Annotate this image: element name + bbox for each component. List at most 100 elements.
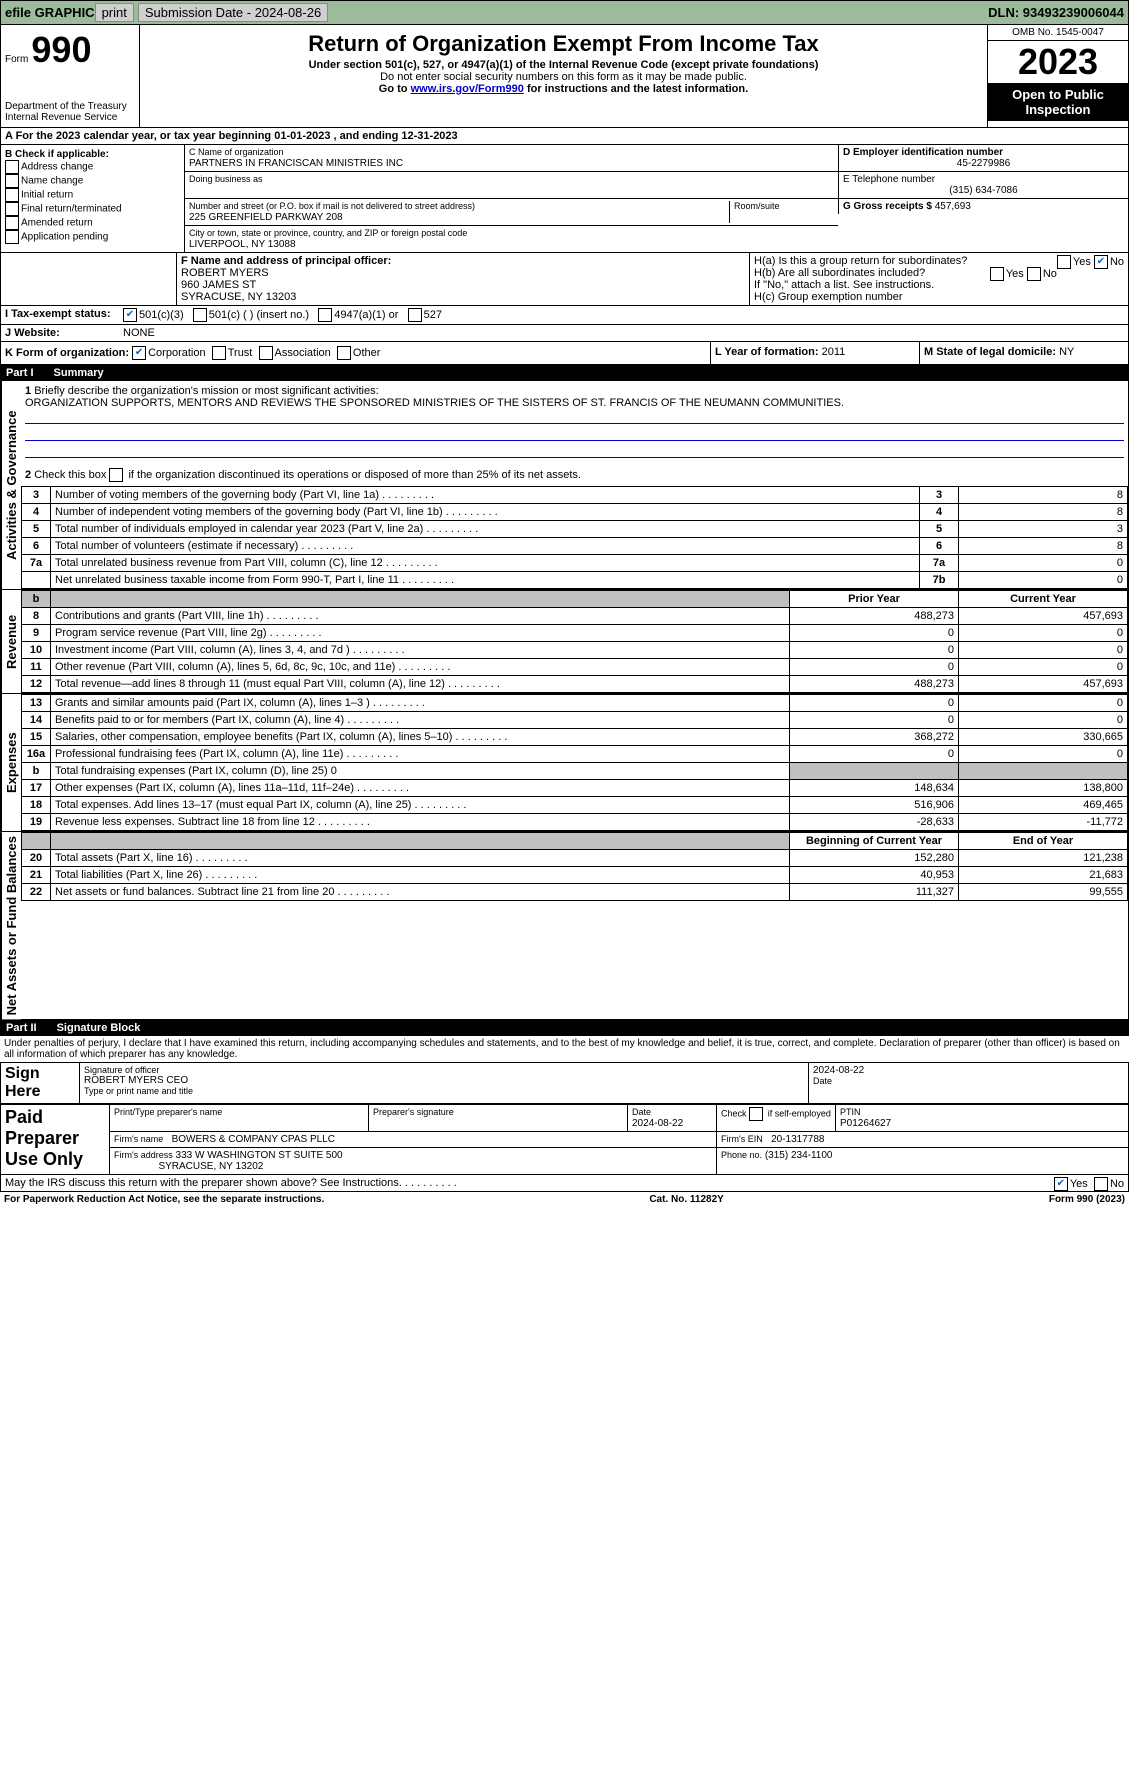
table-row: 3Number of voting members of the governi… [22, 487, 1128, 504]
opt-501c3: 501(c)(3) [139, 309, 184, 321]
opt-name-change: Name change [21, 176, 83, 187]
net-assets-table: Beginning of Current Year End of Year 20… [21, 832, 1128, 901]
table-row: 9Program service revenue (Part VIII, lin… [22, 625, 1128, 642]
tax-year: 2023 [988, 41, 1128, 83]
checkbox-discuss-yes[interactable] [1054, 1177, 1068, 1191]
checkbox-self-employed[interactable] [749, 1107, 763, 1121]
checkbox-amended-return[interactable] [5, 216, 19, 230]
opt-amended-return: Amended return [21, 218, 93, 229]
line-a-mid: , and ending [334, 130, 402, 142]
firm-addr-2: SYRACUSE, NY 13202 [158, 1161, 263, 1172]
officer-city: SYRACUSE, NY 13203 [181, 291, 296, 303]
footer-form-ref: Form 990 (2023) [1049, 1194, 1125, 1205]
checkbox-ha-yes[interactable] [1057, 255, 1071, 269]
checkbox-hb-yes[interactable] [990, 267, 1004, 281]
line-a: A For the 2023 calendar year, or tax yea… [0, 128, 1129, 145]
form-org-label: K Form of organization: [5, 347, 129, 359]
checkbox-other[interactable] [337, 346, 351, 360]
type-name-label: Type or print name and title [84, 1086, 804, 1096]
checkbox-527[interactable] [408, 308, 422, 322]
ha-yes: Yes [1073, 256, 1091, 268]
discuss-row: May the IRS discuss this return with the… [0, 1175, 1129, 1192]
ptin-label: PTIN [840, 1107, 861, 1117]
expenses-table: 13Grants and similar amounts paid (Part … [21, 694, 1128, 831]
checkbox-corp[interactable] [132, 346, 146, 360]
checkbox-name-change[interactable] [5, 174, 19, 188]
street-value: 225 GREENFIELD PARKWAY 208 [189, 212, 343, 223]
table-row: 10Investment income (Part VIII, column (… [22, 642, 1128, 659]
tax-year-begin: 01-01-2023 [274, 130, 330, 142]
checkbox-discontinued[interactable] [109, 468, 123, 482]
submission-date-button[interactable]: Submission Date - 2024-08-26 [138, 3, 328, 22]
dln-label: DLN: 93493239006044 [988, 5, 1124, 20]
sig-date-1: 2024-08-22 [813, 1065, 1124, 1076]
footer-left: For Paperwork Reduction Act Notice, see … [4, 1194, 324, 1205]
prep-phone-label: Phone no. [721, 1150, 762, 1160]
box-b-title: B Check if applicable: [5, 149, 109, 160]
checkbox-discuss-no[interactable] [1094, 1177, 1108, 1191]
street-label: Number and street (or P.O. box if mail i… [189, 201, 475, 211]
firm-name-label: Firm's name [114, 1134, 163, 1144]
open-inspection: Open to Public Inspection [988, 83, 1128, 121]
checkbox-application-pending[interactable] [5, 230, 19, 244]
opt-final-return: Final return/terminated [21, 204, 122, 215]
ein-label: D Employer identification number [843, 147, 1003, 158]
table-row: 6Total number of volunteers (estimate if… [22, 538, 1128, 555]
prep-phone-value: (315) 234-1100 [765, 1150, 833, 1161]
part-1-label: Part I [6, 367, 34, 379]
tax-exempt-label: I Tax-exempt status: [5, 308, 111, 320]
boxes-klm: K Form of organization: Corporation Trus… [0, 342, 1129, 365]
omb-number: OMB No. 1545-0047 [988, 25, 1128, 41]
box-c: C Name of organization PARTNERS IN FRANC… [185, 145, 838, 252]
discuss-yes: Yes [1070, 1178, 1088, 1190]
declaration-text: Under penalties of perjury, I declare th… [0, 1036, 1129, 1062]
website-label: J Website: [5, 327, 60, 339]
checkbox-trust[interactable] [212, 346, 226, 360]
checkbox-final-return[interactable] [5, 202, 19, 216]
tax-year-end: 12-31-2023 [401, 130, 457, 142]
side-revenue: Revenue [1, 590, 21, 693]
org-name-label: C Name of organization [189, 147, 284, 157]
gross-receipts-label: G Gross receipts $ [843, 201, 932, 212]
part-2-header: Part II Signature Block [0, 1020, 1129, 1036]
discuss-no: No [1110, 1178, 1124, 1190]
ptin-value: P01264627 [840, 1118, 891, 1129]
date-label-1: Date [813, 1076, 1124, 1086]
table-row: Net unrelated business taxable income fr… [22, 572, 1128, 589]
opt-501c: 501(c) ( ) (insert no.) [209, 309, 309, 321]
revenue-section: Revenue b Prior Year Current Year 8Contr… [0, 590, 1129, 694]
ein-value: 45-2279986 [843, 158, 1124, 169]
table-row: 4Number of independent voting members of… [22, 504, 1128, 521]
opt-corp: Corporation [148, 347, 205, 359]
checkbox-501c3[interactable] [123, 308, 137, 322]
box-h: H(a) Is this a group return for subordin… [749, 253, 1128, 305]
table-row: 20Total assets (Part X, line 16)152,2801… [22, 850, 1128, 867]
opt-initial-return: Initial return [21, 190, 73, 201]
checkbox-4947[interactable] [318, 308, 332, 322]
checkbox-assoc[interactable] [259, 346, 273, 360]
form-prefix: Form [5, 54, 28, 65]
irs-link[interactable]: www.irs.gov/Form990 [411, 83, 524, 95]
efile-label: efile GRAPHIC [5, 5, 95, 20]
table-row: 21Total liabilities (Part X, line 26)40,… [22, 867, 1128, 884]
checkbox-ha-no[interactable] [1094, 255, 1108, 269]
officer-name: ROBERT MYERS [181, 267, 269, 279]
year-formation-label: L Year of formation: [715, 346, 819, 358]
part-2-label: Part II [6, 1022, 37, 1034]
footer-cat-no: Cat. No. 11282Y [649, 1194, 723, 1205]
print-button[interactable]: print [95, 3, 134, 22]
table-row: 13Grants and similar amounts paid (Part … [22, 695, 1128, 712]
table-row: 22Net assets or fund balances. Subtract … [22, 884, 1128, 901]
col-beginning-year: Beginning of Current Year [790, 833, 959, 850]
checkbox-hb-no[interactable] [1027, 267, 1041, 281]
box-j: J Website: NONE [0, 325, 1129, 342]
checkbox-initial-return[interactable] [5, 188, 19, 202]
expenses-section: Expenses 13Grants and similar amounts pa… [0, 694, 1129, 832]
checkbox-address-change[interactable] [5, 160, 19, 174]
side-net-assets: Net Assets or Fund Balances [1, 832, 21, 1019]
checkbox-501c[interactable] [193, 308, 207, 322]
part-1-title: Summary [54, 367, 104, 379]
website-value: NONE [119, 325, 1128, 341]
col-prior-year: Prior Year [790, 591, 959, 608]
activities-governance-table: 3Number of voting members of the governi… [21, 486, 1128, 589]
